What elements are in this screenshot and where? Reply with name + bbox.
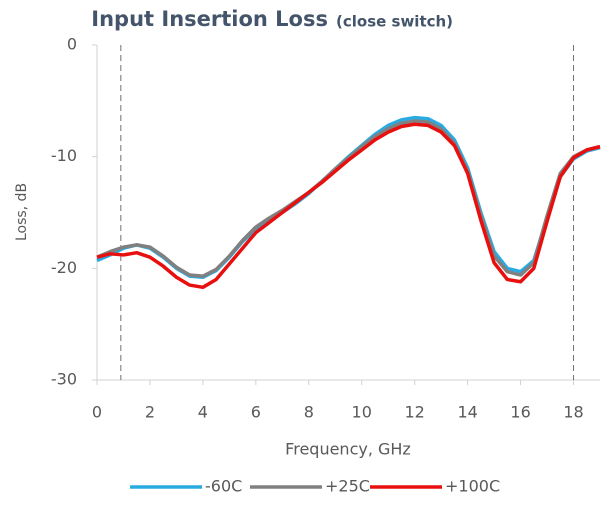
series-line — [96, 122, 601, 290]
series-line — [96, 119, 601, 278]
x-tick-label: 8 — [304, 403, 314, 422]
y-tick-label: -10 — [51, 146, 77, 165]
y-axis-label: Loss, dB — [14, 183, 30, 241]
x-tick-label: 6 — [251, 403, 261, 422]
chart-subtitle: (close switch) — [336, 13, 453, 31]
y-tick-label: -30 — [51, 370, 77, 389]
x-axis-label: Frequency, GHz — [285, 440, 411, 459]
x-tick-label: 12 — [405, 403, 425, 422]
x-tick-label: 14 — [457, 403, 477, 422]
x-tick-label: 10 — [352, 403, 372, 422]
x-tick-label: 0 — [92, 403, 102, 422]
y-tick-label: -20 — [51, 258, 77, 277]
y-tick-label: 0 — [67, 35, 77, 54]
x-tick-label: 4 — [198, 403, 208, 422]
x-tick-label: 18 — [563, 403, 583, 422]
x-tick-label: 2 — [145, 403, 155, 422]
series-line — [96, 115, 601, 280]
x-tick-label: 16 — [510, 403, 530, 422]
legend-label: -60C — [205, 477, 242, 496]
legend-label: +25C — [325, 477, 370, 496]
legend-label: +100C — [445, 477, 500, 496]
chart-title: Input Insertion Loss — [91, 7, 328, 31]
